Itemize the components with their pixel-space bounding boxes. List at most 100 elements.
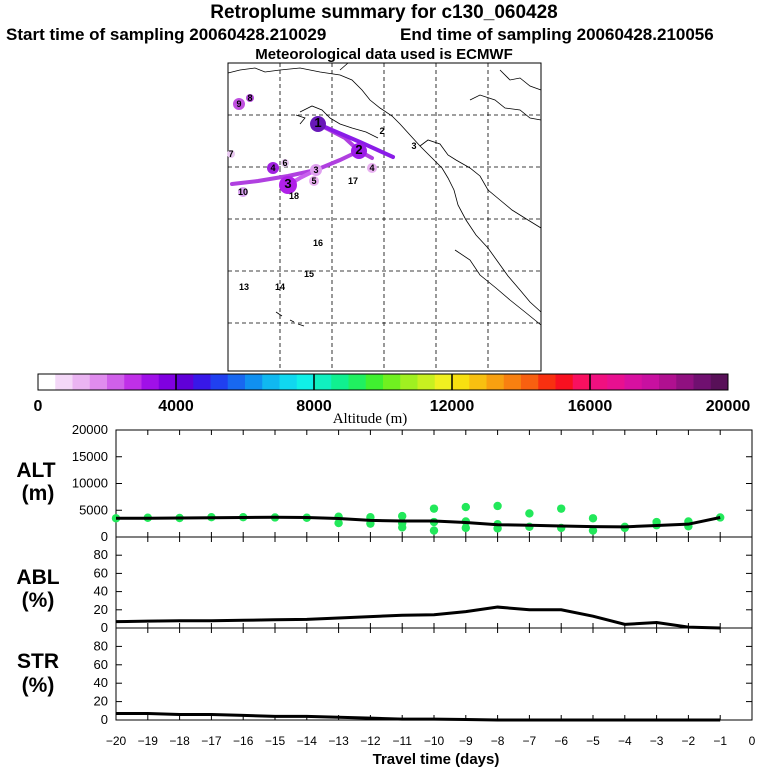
colorbar-cell xyxy=(107,374,125,390)
y-tick-label: 40 xyxy=(94,584,108,599)
plume-marker-label: 6 xyxy=(282,158,287,168)
colorbar-tick: 16000 xyxy=(568,398,613,415)
x-tick-label: −15 xyxy=(265,734,286,748)
plume-marker: 16 xyxy=(313,238,323,248)
series-line-abl xyxy=(115,605,721,630)
y-tick-label: 10000 xyxy=(72,476,108,491)
x-tick-label: −6 xyxy=(554,734,568,748)
colorbar-cell xyxy=(659,374,677,390)
colorbar-cell xyxy=(590,374,608,390)
x-tick-label: −16 xyxy=(233,734,254,748)
y-tick-label: 5000 xyxy=(79,502,108,517)
plume-marker-label: 2 xyxy=(379,126,384,136)
y-tick-label: 20 xyxy=(94,694,108,709)
y-tick-label: 80 xyxy=(94,547,108,562)
colorbar-cell xyxy=(555,374,574,390)
x-tick-label: 0 xyxy=(749,734,756,748)
colorbar-cell xyxy=(365,374,384,390)
plume-marker-label: 1 xyxy=(314,115,321,130)
chart-title: Retroplume summary for c130_060428 xyxy=(210,2,558,23)
start-time: Start time of sampling 20060428.210029 xyxy=(6,25,327,44)
plume-marker: 13 xyxy=(239,282,249,292)
colorbar-label: Altitude (m) xyxy=(333,411,408,427)
y-tick-label: 0 xyxy=(101,529,108,544)
plume-marker: 1 xyxy=(310,115,326,132)
x-tick-label: −5 xyxy=(586,734,600,748)
y-tick-label: 20000 xyxy=(72,422,108,437)
plume-marker-label: 7 xyxy=(228,149,233,159)
plume-marker-label: 2 xyxy=(355,142,362,157)
plume-marker-dot xyxy=(227,150,235,158)
x-tick-label: −20 xyxy=(106,734,127,748)
end-time: End time of sampling 20060428.210056 xyxy=(400,25,714,44)
str-label: STR xyxy=(17,650,59,673)
x-tick-label: −18 xyxy=(169,734,190,748)
colorbar: 0 4000 8000 12000 16000 20000 xyxy=(34,373,750,415)
data-point xyxy=(493,524,502,533)
plume-marker: 2 xyxy=(351,142,367,159)
y-tick-label: 60 xyxy=(94,565,108,580)
data-point xyxy=(334,518,343,528)
y-tick-label: 40 xyxy=(94,675,108,690)
colorbar-cell xyxy=(141,374,160,390)
plume-marker: 6 xyxy=(281,158,289,168)
colorbar-cell xyxy=(452,374,470,390)
data-point xyxy=(525,509,534,518)
coastlines xyxy=(227,62,542,327)
panel-alt: 0 5000 10000 15000 20000 xyxy=(72,422,753,544)
colorbar-cell xyxy=(210,374,229,390)
x-tick-label: −2 xyxy=(682,734,696,748)
plume-marker-dot xyxy=(309,176,319,186)
colorbar-cell xyxy=(262,374,280,390)
plume-marker-label: 14 xyxy=(275,282,285,292)
colorbar-tick: 4000 xyxy=(158,398,194,415)
plume-marker-label: 16 xyxy=(313,238,323,248)
plume-marker-dot xyxy=(279,176,297,194)
plume-marker-label: 10 xyxy=(238,187,248,197)
x-axis-title: Travel time (days) xyxy=(373,751,500,768)
plume-marker-label: 15 xyxy=(304,269,314,279)
colorbar-cell xyxy=(572,374,591,390)
y-tick-label: 15000 xyxy=(72,449,108,464)
x-tick-label: −1 xyxy=(713,734,727,748)
colorbar-cell xyxy=(521,374,539,390)
x-tick-label: −3 xyxy=(650,734,664,748)
plume-marker: 5 xyxy=(309,176,319,186)
colorbar-cell xyxy=(331,374,349,390)
plume-marker-label: 8 xyxy=(247,93,252,103)
x-tick-label: −12 xyxy=(360,734,381,748)
plume-marker: 9 xyxy=(233,98,245,110)
plume-marker-dot xyxy=(310,116,326,132)
data-point xyxy=(588,514,598,523)
x-tick-label: −11 xyxy=(392,734,412,748)
x-tick-label: −10 xyxy=(424,734,445,748)
colorbar-cell xyxy=(676,374,694,390)
plume-marker: 15 xyxy=(304,269,314,279)
colorbar-cell xyxy=(279,374,298,390)
plume-marker-dot xyxy=(267,162,279,174)
panel-str: 0 20 40 60 80 xyxy=(94,627,753,727)
plume-marker: 10 xyxy=(238,187,248,197)
plume-marker-label: 13 xyxy=(239,282,249,292)
colorbar-cell xyxy=(538,374,556,390)
colorbar-cell xyxy=(296,374,315,390)
plume-marker: 2 xyxy=(379,126,384,136)
plume-marker-dot xyxy=(233,98,245,110)
data-point xyxy=(588,526,598,535)
plume-marker: 17 xyxy=(348,176,358,186)
panel-abl: 0 20 40 60 80 xyxy=(94,536,753,635)
colorbar-cell xyxy=(710,374,729,390)
colorbar-cell xyxy=(158,374,177,390)
plume-marker: 14 xyxy=(275,282,285,292)
plume-marker-label: 18 xyxy=(289,191,299,201)
y-tick-label: 0 xyxy=(101,712,108,727)
plume-marker-label: 3 xyxy=(313,165,318,175)
y-tick-label: 20 xyxy=(94,602,108,617)
colorbar-cell xyxy=(624,374,643,390)
colorbar-cell xyxy=(176,374,194,390)
series-line-str xyxy=(116,712,721,722)
colorbar-tick: 12000 xyxy=(430,398,475,415)
plume-marker-dot xyxy=(367,163,377,173)
